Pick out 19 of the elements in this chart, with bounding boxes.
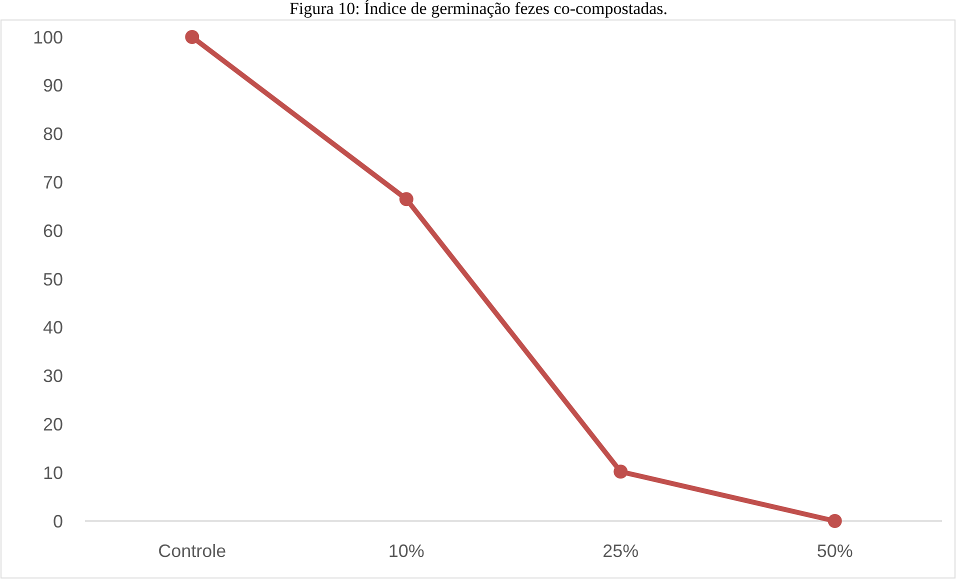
y-tick-label: 10 [42,462,63,483]
y-tick-label: 20 [42,414,63,434]
y-tick-label: 90 [42,76,63,96]
x-tick-label: 10% [388,541,424,561]
y-tick-label: 70 [42,172,63,192]
x-tick-label: 25% [602,541,639,561]
point [614,464,628,479]
y-tick-label: 100 [32,27,63,48]
x-tick-label: 50% [816,541,853,561]
y-tick-label: 30 [42,366,63,386]
y-tick-label: 40 [42,318,63,338]
y-tick-label: 60 [42,220,63,241]
y-tick-label: 80 [42,124,63,144]
y-tick-label: 0 [52,511,63,532]
x-tick-label: Controle [158,541,226,561]
point [399,192,414,206]
point [185,30,200,44]
point [828,514,842,528]
y-tick-label: 50 [42,269,63,290]
